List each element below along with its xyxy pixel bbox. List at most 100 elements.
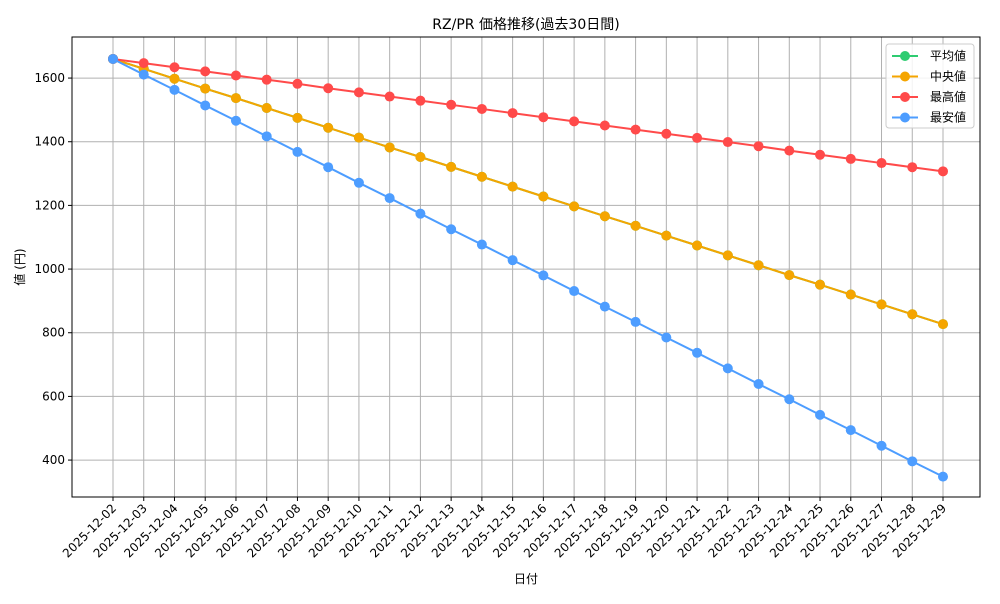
- data-point: [907, 309, 918, 320]
- series-lines: [108, 53, 948, 482]
- data-point: [722, 363, 733, 374]
- series-最安値: [108, 53, 948, 482]
- x-axis-label: 日付: [514, 572, 538, 586]
- series-line: [112, 58, 944, 478]
- data-point: [415, 152, 426, 163]
- y-tick-label: 400: [42, 453, 65, 467]
- data-point: [815, 279, 826, 290]
- grid: [72, 37, 980, 497]
- legend-label: 最安値: [930, 110, 966, 125]
- data-point: [722, 250, 733, 261]
- data-point: [661, 230, 672, 241]
- data-point: [507, 181, 518, 192]
- data-point: [876, 440, 887, 451]
- data-point: [169, 73, 180, 84]
- data-point: [323, 162, 334, 173]
- legend-marker: [900, 71, 910, 82]
- data-point: [353, 132, 364, 143]
- data-point: [538, 112, 549, 123]
- data-point: [692, 132, 703, 143]
- y-tick-label: 1000: [34, 262, 65, 276]
- data-point: [938, 319, 948, 330]
- y-tick-label: 600: [42, 389, 65, 403]
- data-point: [630, 220, 641, 231]
- data-point: [292, 78, 303, 89]
- data-point: [230, 93, 241, 104]
- data-point: [753, 141, 764, 152]
- y-axis-label: 値 (円): [12, 248, 27, 285]
- data-point: [476, 239, 487, 250]
- data-point: [938, 166, 948, 177]
- data-point: [784, 270, 795, 281]
- data-point: [569, 116, 580, 127]
- data-point: [784, 145, 795, 156]
- data-point: [200, 100, 211, 111]
- data-point: [599, 211, 610, 222]
- legend-label: 最高値: [930, 89, 966, 104]
- data-point: [169, 62, 180, 73]
- data-point: [845, 153, 856, 164]
- series-line: [112, 58, 944, 326]
- data-point: [292, 146, 303, 157]
- data-point: [599, 301, 610, 312]
- data-point: [538, 270, 549, 281]
- legend-label: 中央値: [930, 69, 966, 84]
- data-point: [907, 162, 918, 173]
- series-中央値: [108, 53, 948, 330]
- data-point: [384, 193, 395, 204]
- data-point: [476, 171, 487, 182]
- data-point: [538, 191, 549, 202]
- data-point: [353, 177, 364, 188]
- data-point: [353, 87, 364, 98]
- data-point: [384, 91, 395, 102]
- legend-marker: [900, 51, 910, 61]
- data-point: [476, 103, 487, 114]
- legend-marker: [900, 92, 910, 102]
- data-point: [200, 66, 211, 77]
- data-point: [138, 69, 149, 80]
- data-point: [784, 394, 795, 405]
- data-point: [661, 332, 672, 343]
- legend-box: [885, 43, 975, 129]
- data-point: [907, 456, 918, 467]
- y-tick-label: 1400: [34, 135, 65, 149]
- data-point: [753, 378, 764, 389]
- data-point: [261, 74, 272, 85]
- plot-frame: [71, 36, 981, 498]
- data-point: [169, 84, 180, 95]
- data-point: [384, 142, 395, 153]
- legend-label: 平均値: [930, 48, 966, 63]
- series-line: [112, 57, 944, 173]
- data-point: [845, 289, 856, 300]
- data-point: [261, 131, 272, 142]
- data-point: [415, 208, 426, 219]
- data-point: [876, 158, 887, 169]
- data-point: [323, 122, 334, 133]
- data-point: [323, 83, 334, 94]
- x-axis-ticks: 2025-12-022025-12-032025-12-042025-12-05…: [60, 497, 949, 560]
- data-point: [876, 299, 887, 310]
- series-最高値: [108, 53, 948, 177]
- data-point: [815, 409, 826, 420]
- data-point: [446, 224, 457, 235]
- data-point: [200, 83, 211, 94]
- data-point: [569, 286, 580, 297]
- y-axis-ticks: 400 600 800 1000 1200 1400 1600: [34, 71, 72, 467]
- data-point: [753, 260, 764, 271]
- data-point: [692, 240, 703, 251]
- data-point: [630, 316, 641, 327]
- data-point: [446, 161, 457, 172]
- data-point: [415, 95, 426, 106]
- data-point: [108, 53, 118, 64]
- data-point: [230, 70, 241, 81]
- data-point: [507, 108, 518, 119]
- y-tick-label: 1200: [34, 198, 65, 212]
- data-point: [138, 58, 149, 69]
- data-point: [599, 120, 610, 131]
- data-point: [446, 99, 457, 110]
- data-point: [722, 137, 733, 148]
- data-point: [938, 471, 948, 482]
- data-point: [230, 115, 241, 126]
